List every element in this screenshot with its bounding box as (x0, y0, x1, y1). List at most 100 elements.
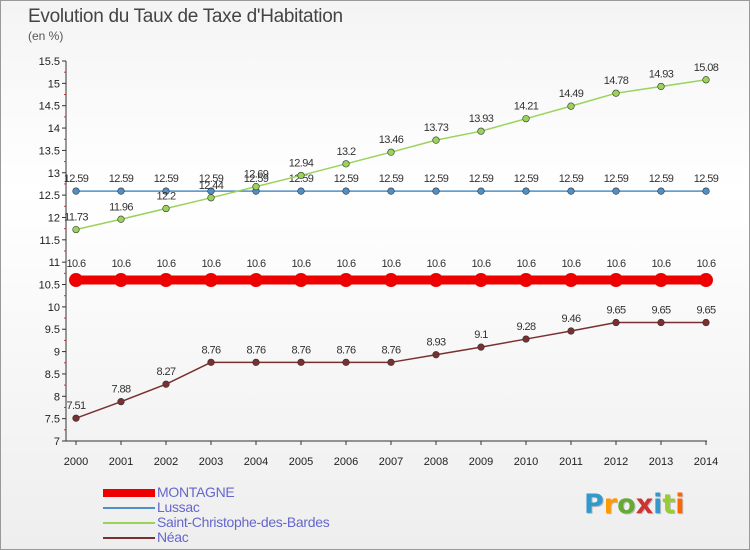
data-point (207, 358, 215, 366)
data-point (522, 115, 530, 123)
legend-swatch-montagne (103, 488, 155, 497)
x-tick-label: 2013 (649, 456, 673, 468)
data-point (522, 335, 530, 343)
data-point (474, 273, 488, 288)
x-tick-label: 2006 (334, 456, 358, 468)
y-tick-label: 15 (48, 78, 60, 90)
data-point (519, 273, 533, 288)
logo-letter: r (603, 489, 618, 520)
data-point (477, 187, 485, 195)
x-tick-label: 2010 (514, 456, 538, 468)
data-label: 15.08 (694, 62, 719, 74)
y-tick-label: 13.5 (39, 145, 60, 157)
data-label: 9.1 (474, 329, 488, 341)
proxiti-logo: Proxiti (584, 489, 685, 520)
data-point (117, 215, 125, 223)
data-point (699, 273, 713, 288)
data-point (612, 318, 620, 327)
data-point (384, 273, 398, 288)
x-tick-label: 2001 (109, 456, 133, 468)
y-tick-label: 10 (48, 302, 60, 314)
data-label: 12.59 (154, 173, 179, 185)
data-label: 12.59 (469, 173, 494, 185)
data-point (654, 273, 668, 288)
legend-swatch-lussac (103, 506, 155, 509)
y-tick-label: 11.5 (39, 235, 60, 247)
data-label: 10.6 (651, 258, 670, 270)
data-point (342, 160, 350, 168)
data-label: 12.59 (379, 173, 404, 185)
data-point (432, 187, 440, 195)
data-point (387, 187, 395, 195)
data-point (342, 358, 350, 366)
y-tick-label: 15.5 (39, 56, 60, 68)
data-label: 12.59 (559, 173, 584, 185)
y-tick-label: 8 (54, 391, 60, 403)
data-label: 10.6 (426, 258, 445, 270)
data-point (567, 102, 575, 110)
data-label: 10.6 (291, 258, 310, 270)
data-point (702, 318, 710, 327)
data-point (207, 194, 215, 202)
data-point (567, 327, 575, 335)
data-label: 12.59 (514, 173, 539, 185)
data-point (567, 187, 575, 195)
data-label: 10.6 (696, 258, 715, 270)
legend-label-lussac: Lussac (157, 499, 200, 515)
y-tick-label: 9.5 (45, 324, 60, 336)
data-label: 12.59 (649, 173, 674, 185)
data-label: 8.76 (201, 344, 220, 356)
y-tick-label: 10.5 (39, 280, 60, 292)
data-point (117, 398, 125, 406)
legend-swatch-neac (103, 536, 155, 539)
data-point (252, 358, 260, 366)
y-tick-label: 8.5 (45, 369, 60, 381)
y-tick-label: 13 (48, 168, 60, 180)
data-label: 12.59 (109, 173, 134, 185)
data-label: 13.93 (469, 113, 494, 125)
data-point (432, 136, 440, 144)
data-label: 13.46 (379, 134, 404, 146)
data-label: 13.73 (424, 122, 449, 134)
y-tick-label: 12.5 (39, 190, 60, 202)
chart-legend: MONTAGNE Lussac Saint-Christophe-des-Bar… (103, 485, 330, 545)
data-point (69, 273, 83, 288)
x-tick-label: 2003 (199, 456, 223, 468)
data-point (162, 380, 170, 388)
logo-letter: o (617, 489, 636, 520)
data-point (252, 183, 260, 191)
data-label: 14.49 (559, 88, 584, 100)
data-label: 9.65 (651, 305, 670, 317)
data-label: 10.6 (336, 258, 355, 270)
data-label: 10.6 (66, 258, 85, 270)
data-label: 7.51 (66, 400, 85, 412)
data-point (657, 318, 665, 327)
logo-letter: i (653, 489, 663, 520)
data-label: 12.59 (289, 173, 314, 185)
data-point (477, 343, 485, 351)
data-label: 8.93 (426, 337, 445, 349)
x-tick-label: 2009 (469, 456, 493, 468)
data-label: 10.6 (561, 258, 580, 270)
data-point (72, 225, 80, 234)
x-tick-label: 2004 (244, 456, 268, 468)
data-label: 12.59 (199, 173, 224, 185)
data-point (477, 127, 485, 135)
data-point (297, 171, 305, 180)
data-label: 12.94 (289, 157, 314, 169)
data-label: 12.44 (199, 180, 224, 192)
data-label: 9.65 (696, 305, 715, 317)
data-label: 7.88 (111, 384, 130, 396)
x-tick-label: 2005 (289, 456, 313, 468)
x-tick-label: 2000 (64, 456, 88, 468)
data-point (612, 89, 620, 97)
x-tick-label: 2002 (154, 456, 178, 468)
data-label: 10.6 (156, 258, 175, 270)
data-label: 9.28 (516, 321, 535, 333)
logo-letter: x (635, 489, 654, 520)
chart-subtitle: (en %) (28, 29, 64, 43)
y-tick-label: 9 (54, 347, 60, 359)
data-point (114, 273, 128, 288)
